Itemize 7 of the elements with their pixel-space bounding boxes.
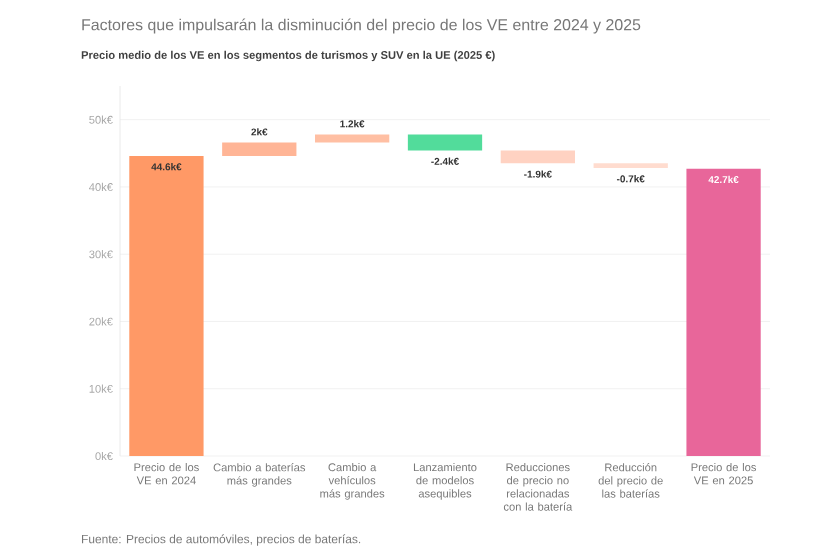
bar (407, 134, 483, 151)
bar (686, 168, 761, 456)
bar (222, 142, 297, 156)
bar (500, 150, 575, 164)
bar (593, 163, 668, 169)
bar (129, 155, 204, 456)
bar (315, 134, 390, 143)
